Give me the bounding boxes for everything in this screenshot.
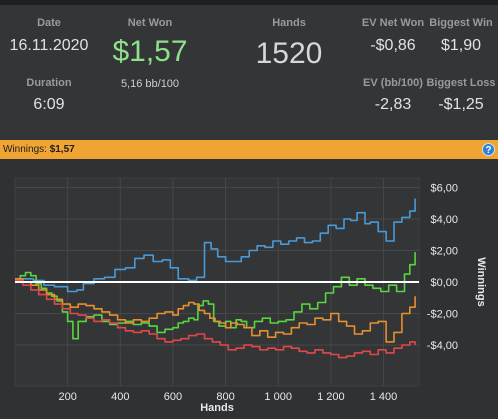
ev-bb-label: EV (bb/100) bbox=[358, 77, 428, 89]
x-tick-label: 1 400 bbox=[370, 391, 398, 403]
ev-bb-value: -2,83 bbox=[358, 96, 428, 114]
net-won-label: Net Won bbox=[115, 17, 185, 29]
summary-panel: Date 16.11.2020 Duration 6:09 Net Won $1… bbox=[0, 5, 498, 140]
x-tick-label: 1 200 bbox=[317, 391, 345, 403]
y-tick-label: $4,00 bbox=[430, 214, 458, 226]
biggest-loss-value: -$1,25 bbox=[426, 96, 496, 114]
x-tick-label: 600 bbox=[164, 391, 182, 403]
duration-label: Duration bbox=[20, 77, 78, 89]
hands-value: 1520 bbox=[244, 37, 334, 71]
date-label: Date bbox=[20, 17, 78, 29]
biggest-win-value: $1,90 bbox=[426, 37, 496, 55]
y-tick-label: $6,00 bbox=[430, 182, 458, 194]
y-axis-label: Winnings bbox=[475, 257, 487, 306]
x-axis-label: Hands bbox=[200, 402, 234, 414]
biggest-loss-label: Biggest Loss bbox=[426, 77, 496, 89]
winnings-banner-text: Winnings: $1,57 bbox=[3, 144, 75, 155]
y-tick-label: $0,00 bbox=[430, 277, 458, 289]
y-tick-label: -$4,00 bbox=[427, 340, 458, 352]
x-tick-label: 1 000 bbox=[264, 391, 292, 403]
net-won-value: $1,57 bbox=[100, 35, 200, 69]
winnings-banner: Winnings: $1,57 ? bbox=[0, 140, 498, 159]
x-tick-label: 200 bbox=[58, 391, 76, 403]
winnings-amount: $1,57 bbox=[50, 144, 75, 155]
ev-net-won-value: -$0,86 bbox=[358, 37, 428, 55]
duration-value: 6:09 bbox=[20, 96, 78, 114]
date-value: 16.11.2020 bbox=[4, 37, 94, 55]
winnings-label: Winnings: bbox=[3, 144, 47, 155]
help-icon[interactable]: ? bbox=[482, 143, 495, 156]
winnings-chart: 200 400 600 800 1 000 1 200 1 400$6,00$4,00$2,… bbox=[0, 159, 498, 419]
bb-per-100-value: 5,16 bb/100 bbox=[100, 78, 200, 90]
biggest-win-label: Biggest Win bbox=[426, 17, 496, 29]
ev-net-won-label: EV Net Won bbox=[358, 17, 428, 29]
hands-label: Hands bbox=[254, 17, 324, 29]
x-tick-label: 400 bbox=[111, 391, 129, 403]
y-tick-label: $2,00 bbox=[430, 245, 458, 257]
y-tick-label: -$2,00 bbox=[427, 309, 458, 321]
